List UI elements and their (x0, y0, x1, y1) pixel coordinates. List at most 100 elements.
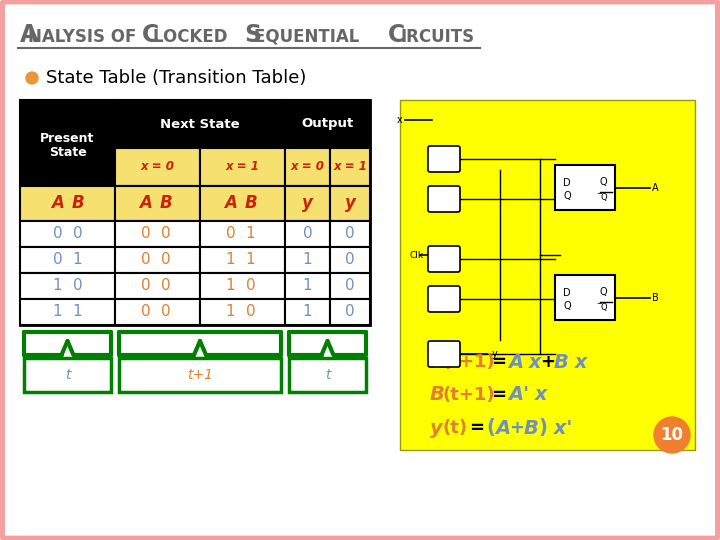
Text: NALYSIS OF: NALYSIS OF (28, 28, 142, 46)
Text: A: A (430, 353, 445, 372)
Text: 0: 0 (302, 226, 312, 241)
Bar (115, 247, 200, 273)
Circle shape (26, 72, 38, 84)
Text: +: + (540, 353, 555, 371)
Text: A: A (495, 418, 510, 437)
Text: x = 1: x = 1 (333, 160, 367, 173)
Text: Next State: Next State (160, 118, 240, 131)
Text: x: x (522, 353, 541, 372)
Bar (115, 100, 285, 148)
Text: 1: 1 (302, 279, 312, 294)
Text: 0: 0 (140, 253, 150, 267)
Bar (285, 148, 330, 186)
Text: A: A (508, 353, 523, 372)
Text: t+1: t+1 (187, 368, 213, 382)
Text: x: x (396, 115, 402, 125)
Text: 0: 0 (140, 279, 150, 294)
Text: 1: 1 (246, 226, 256, 241)
Text: y: y (302, 194, 313, 213)
Bar (20, 100, 115, 186)
Text: 0: 0 (345, 253, 355, 267)
Text: 0: 0 (345, 305, 355, 320)
Text: 1: 1 (225, 279, 235, 294)
Text: C: C (142, 23, 159, 47)
Text: 0: 0 (53, 226, 63, 241)
Text: =: = (470, 419, 491, 437)
Text: 0: 0 (246, 279, 256, 294)
Text: B: B (71, 194, 84, 213)
Text: 1: 1 (53, 305, 63, 320)
Text: (t+1): (t+1) (442, 386, 495, 404)
Text: Present: Present (40, 132, 95, 145)
Bar (200, 148, 285, 186)
Text: A': A' (508, 386, 529, 404)
Text: 1: 1 (302, 253, 312, 267)
Bar (555, 165, 615, 210)
Bar (400, 100, 695, 450)
Text: Q: Q (563, 191, 571, 200)
Text: y: y (430, 418, 443, 437)
Text: y: y (345, 194, 356, 213)
Text: A: A (20, 23, 38, 47)
Text: 0: 0 (161, 279, 171, 294)
Bar (330, 186, 370, 221)
Bar (330, 247, 370, 273)
Text: x': x' (547, 418, 572, 437)
Bar (200, 247, 285, 273)
Bar (330, 299, 370, 325)
Text: EQUENTIAL: EQUENTIAL (254, 28, 365, 46)
Text: ̅Q: ̅Q (601, 193, 608, 202)
Text: 0: 0 (73, 226, 82, 241)
Text: 1: 1 (73, 253, 82, 267)
Bar (200, 186, 285, 221)
Bar (285, 299, 330, 325)
Bar (285, 186, 330, 221)
Text: 1: 1 (225, 253, 235, 267)
Bar (20, 247, 115, 273)
Bar (330, 221, 370, 247)
Bar (285, 247, 330, 273)
Text: D: D (563, 287, 571, 298)
Text: (: ( (486, 418, 495, 437)
Text: B: B (159, 194, 172, 213)
Text: 0: 0 (53, 253, 63, 267)
Text: 0: 0 (246, 305, 256, 320)
Text: A: A (51, 194, 64, 213)
Bar (200, 273, 285, 299)
Bar (20, 100, 370, 325)
Text: Q: Q (600, 178, 608, 187)
Text: A: A (139, 194, 152, 213)
Text: 1: 1 (73, 305, 82, 320)
Text: 1: 1 (302, 305, 312, 320)
Text: +: + (509, 419, 524, 437)
Circle shape (654, 417, 690, 453)
Text: 0: 0 (140, 226, 150, 241)
Bar (115, 273, 200, 299)
Text: =: = (492, 353, 513, 371)
Text: C: C (388, 23, 405, 47)
Text: =: = (492, 386, 513, 404)
Text: (t): (t) (443, 419, 468, 437)
Bar (20, 273, 115, 299)
Text: State: State (49, 145, 86, 159)
Text: 0: 0 (225, 226, 235, 241)
Bar (115, 186, 200, 221)
Text: D: D (563, 178, 571, 187)
Bar (20, 186, 115, 221)
Text: (t+1): (t+1) (442, 353, 495, 371)
Text: 0: 0 (161, 253, 171, 267)
FancyBboxPatch shape (119, 358, 281, 392)
Bar (115, 299, 200, 325)
Text: A: A (652, 183, 659, 193)
Text: y: y (492, 349, 498, 359)
Text: B: B (524, 418, 539, 437)
Text: Output: Output (302, 118, 354, 131)
Text: B: B (244, 194, 257, 213)
FancyBboxPatch shape (428, 286, 460, 312)
Text: LOCKED: LOCKED (153, 28, 233, 46)
Text: 0: 0 (161, 226, 171, 241)
Text: ̅Q: ̅Q (601, 303, 608, 312)
FancyBboxPatch shape (428, 341, 460, 367)
Text: 0: 0 (345, 279, 355, 294)
FancyBboxPatch shape (24, 358, 111, 392)
